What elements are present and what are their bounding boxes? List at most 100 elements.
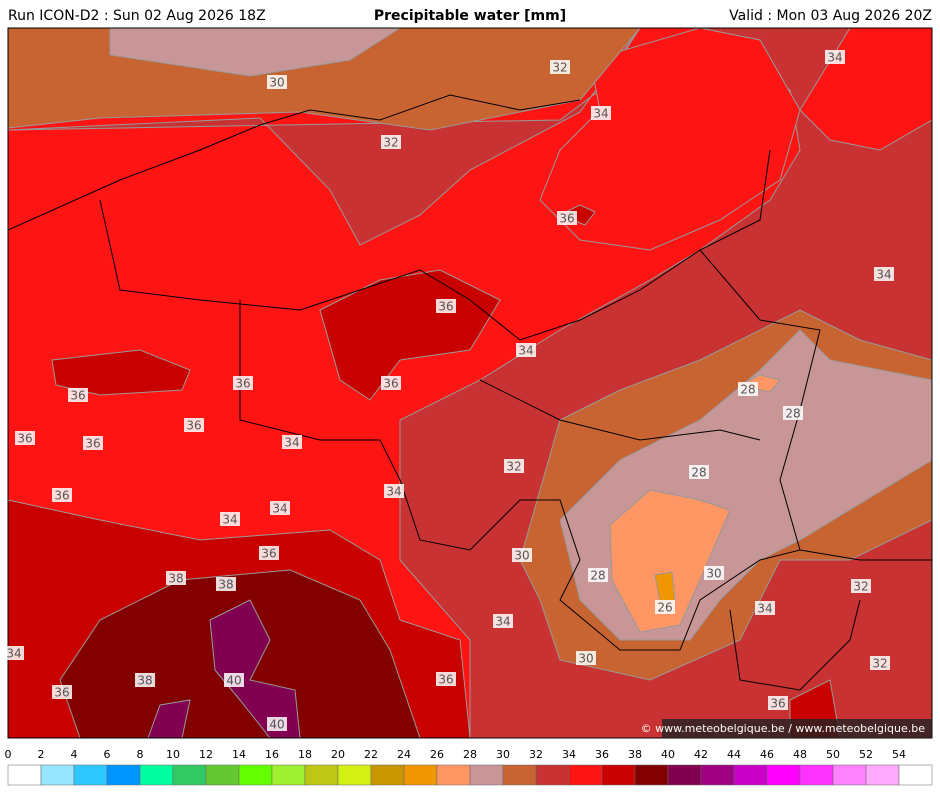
colorbar-box [898,764,933,786]
colorbar-box [172,764,207,786]
colorbar-tick: 14 [232,748,246,761]
label-box [216,577,236,591]
run-info: Run ICON-D2 : Sun 02 Aug 2026 18Z [8,8,266,24]
contour-label: 28 [691,466,706,480]
contour-label: 28 [590,569,605,583]
colorbar-tick: 4 [71,748,78,761]
label-box [52,685,72,699]
contour-label: 38 [137,674,152,688]
colorbar-box [40,764,75,786]
colorbar-box [568,764,603,786]
colorbar-box [700,764,735,786]
label-box [381,376,401,390]
credit-box [662,719,932,738]
contour-label: 36 [70,389,85,403]
label-box [591,106,611,120]
label-box [233,376,253,390]
colorbar-tick: 30 [496,748,510,761]
colorbar-tick: 18 [298,748,312,761]
colorbar-tick: 10 [166,748,180,761]
contour-label: 30 [514,549,529,563]
label-box [224,673,244,687]
contour-label: 36 [85,437,100,451]
label-box [259,546,279,560]
label-box [516,343,536,357]
contour-label: 36 [235,377,250,391]
label-box [738,382,758,396]
colorbar-tick: 28 [463,748,477,761]
contour-label: 34 [272,502,287,516]
contour-label: 34 [518,344,533,358]
contour-label: 36 [438,300,453,314]
colorbar-box [799,764,834,786]
contour-label: 34 [757,602,772,616]
colorbar-box [403,764,438,786]
contour-label: 32 [506,460,521,474]
colorbar-tick: 0 [5,748,12,761]
contour-label: 36 [770,697,785,711]
contour-label: 34 [876,268,891,282]
colorbar-tick: 32 [529,748,543,761]
colorbar-tick: 44 [727,748,741,761]
label-box [384,484,404,498]
colorbar-tick: 48 [793,748,807,761]
label-box [557,211,577,225]
contour-label: 38 [168,572,183,586]
label-box [220,512,240,526]
label-box [755,601,775,615]
contour-label: 30 [578,652,593,666]
label-box [588,568,608,582]
contour-label: 32 [552,61,567,75]
label-box [851,579,871,593]
contour-label: 28 [785,407,800,421]
colorbar-tick: 24 [397,748,411,761]
colorbar-tick: 6 [104,748,111,761]
label-box [870,656,890,670]
map-frame [7,27,933,739]
contour-label: 38 [218,578,233,592]
colorbar-tick: 8 [137,748,144,761]
label-box [184,418,204,432]
contour-label: 36 [186,419,201,433]
map [8,28,932,738]
colorbar-box [865,764,900,786]
contour-label: 36 [54,489,69,503]
colorbar-tick: 26 [430,748,444,761]
contour-label: 36 [17,432,32,446]
label-box [689,465,709,479]
label-box [68,388,88,402]
contour-label: 40 [226,674,241,688]
colorbar-tick: 46 [760,748,774,761]
label-box [135,673,155,687]
label-box [83,436,103,450]
colorbar-tick: 52 [859,748,873,761]
label-box [704,566,724,580]
colorbar-box [733,764,768,786]
colorbar-box [436,764,471,786]
colorbar-tick: 50 [826,748,840,761]
contour-label: 32 [383,136,398,150]
label-box [4,646,24,660]
colorbar-box [106,764,141,786]
colorbar-tick: 36 [595,748,609,761]
contour-label: 34 [6,647,21,661]
label-box [493,614,513,628]
contour-label: 34 [222,513,237,527]
credit: © www.meteobelgique.be / www.meteobelgiq… [641,722,926,735]
contour-label: 36 [559,212,574,226]
colorbar-box [502,764,537,786]
colorbar-tick: 2 [38,748,45,761]
contour-label: 34 [495,615,510,629]
colorbar-tick: 40 [661,748,675,761]
label-box [267,75,287,89]
colorbar-tick: 54 [892,748,906,761]
label-box [436,299,456,313]
valid-info: Valid : Mon 03 Aug 2026 20Z [729,8,932,24]
contour-label: 40 [269,718,284,732]
colorbar-box [469,764,504,786]
colorbar-box [7,764,42,786]
label-box [550,60,570,74]
label-box [825,50,845,64]
contour-label: 36 [54,686,69,700]
contour-label: 28 [740,383,755,397]
